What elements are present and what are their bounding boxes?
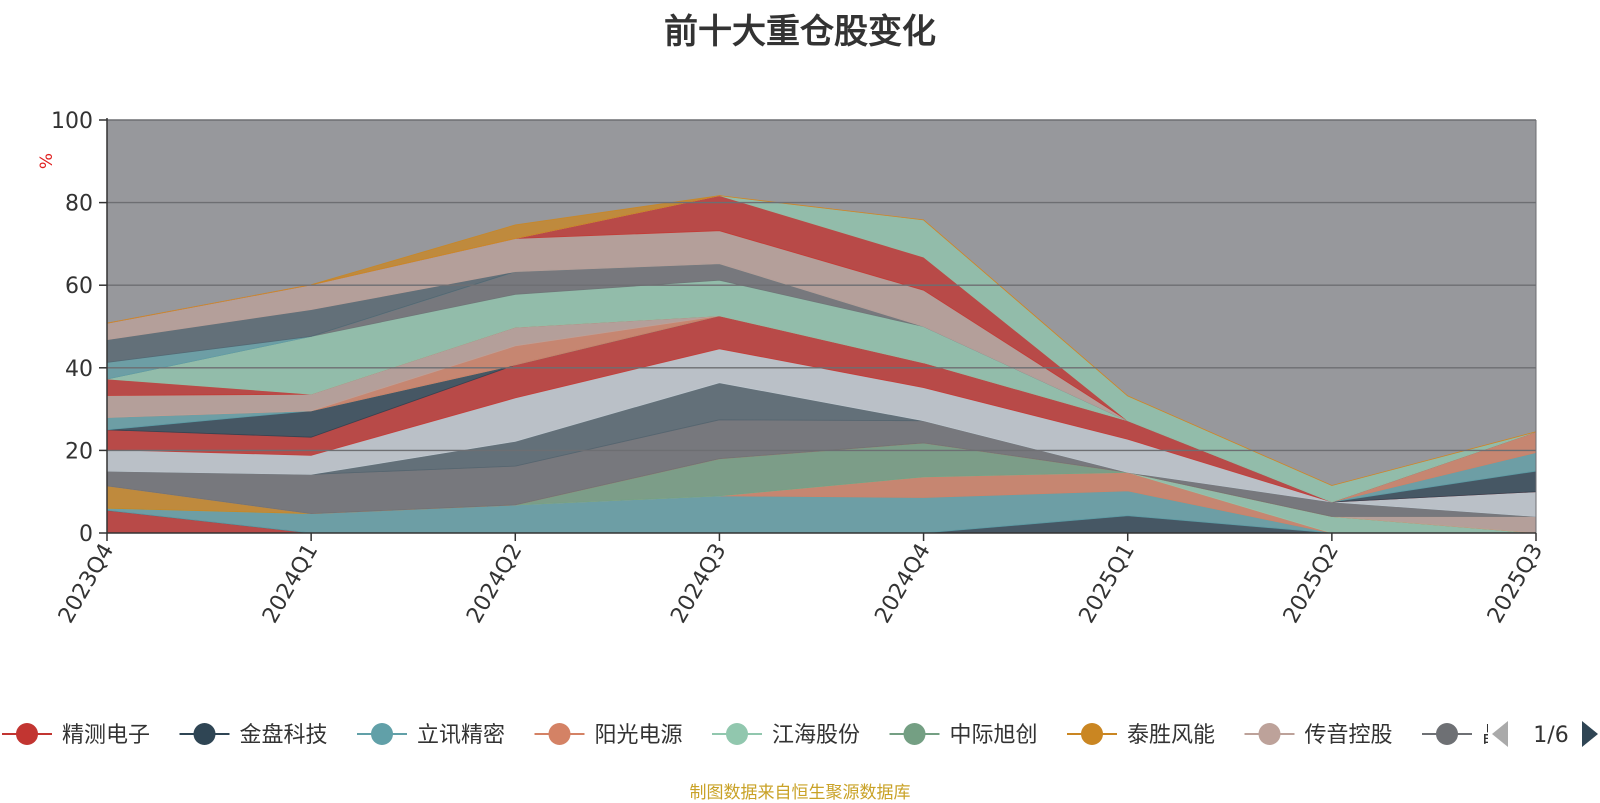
legend-next-arrow-icon[interactable] — [1582, 721, 1598, 747]
legend-marker — [371, 723, 393, 745]
legend-marker — [16, 723, 38, 745]
area-series-group — [106, 195, 1537, 534]
x-tick-label: 2024Q4 — [870, 540, 935, 628]
legend-item-6[interactable]: 中际旭创 — [889, 723, 1038, 748]
x-tick-label: 2025Q1 — [1075, 540, 1140, 628]
x-tick-label: 2025Q3 — [1483, 540, 1548, 628]
legend-item-7[interactable]: 泰胜风能 — [1067, 723, 1215, 748]
legend-label: 泰胜风能 — [1127, 723, 1215, 748]
legend-marker — [726, 723, 748, 745]
legend-marker — [1258, 723, 1281, 745]
legend-marker — [903, 723, 926, 745]
legend-item-2[interactable]: 金盘科技 — [179, 723, 328, 748]
legend-label: 精测电子 — [62, 723, 150, 748]
y-tick-label: 60 — [65, 274, 93, 299]
legend-label: 晶盛机电 — [1482, 723, 1570, 748]
legend-item-1[interactable]: 精测电子 — [2, 723, 150, 748]
legend-item-9[interactable]: 晶盛机电 — [1422, 723, 1570, 748]
legend-label: 阳光电源 — [595, 723, 683, 748]
legend-item-4[interactable]: 阳光电源 — [534, 723, 683, 748]
legend-marker — [548, 723, 571, 745]
y-axis-unit: % — [37, 153, 57, 169]
x-tick-label: 2024Q3 — [666, 540, 731, 628]
y-tick-label: 100 — [51, 109, 93, 134]
x-tick-label: 2024Q2 — [462, 540, 527, 628]
legend-item-3[interactable]: 立讯精密 — [357, 723, 505, 748]
legend-marker — [1081, 723, 1103, 745]
x-tick-label: 2024Q1 — [258, 540, 323, 628]
legend-marker — [193, 723, 216, 745]
source-note: 制图数据来自恒生聚源数据库 — [689, 783, 911, 803]
legend-label: 立讯精密 — [417, 723, 505, 748]
legend-prev-arrow-icon[interactable] — [1492, 721, 1508, 747]
legend-marker — [1436, 723, 1458, 745]
y-tick-label: 0 — [79, 522, 93, 547]
legend-label: 中际旭创 — [950, 723, 1038, 748]
legend-label: 金盘科技 — [240, 723, 328, 748]
x-tick-label: 2023Q4 — [54, 540, 119, 628]
y-tick-label: 20 — [65, 439, 93, 464]
legend-page-indicator: 1/6 — [1533, 723, 1568, 748]
y-tick-label: 80 — [65, 192, 93, 217]
y-tick-label: 40 — [65, 357, 93, 382]
legend-label: 江海股份 — [772, 723, 860, 748]
chart-title: 前十大重仓股变化 — [664, 12, 936, 52]
legend-item-5[interactable]: 江海股份 — [712, 723, 860, 748]
legend-item-8[interactable]: 传音控股 — [1244, 723, 1393, 748]
legend-label: 传音控股 — [1305, 723, 1393, 748]
x-tick-label: 2025Q2 — [1279, 540, 1344, 628]
